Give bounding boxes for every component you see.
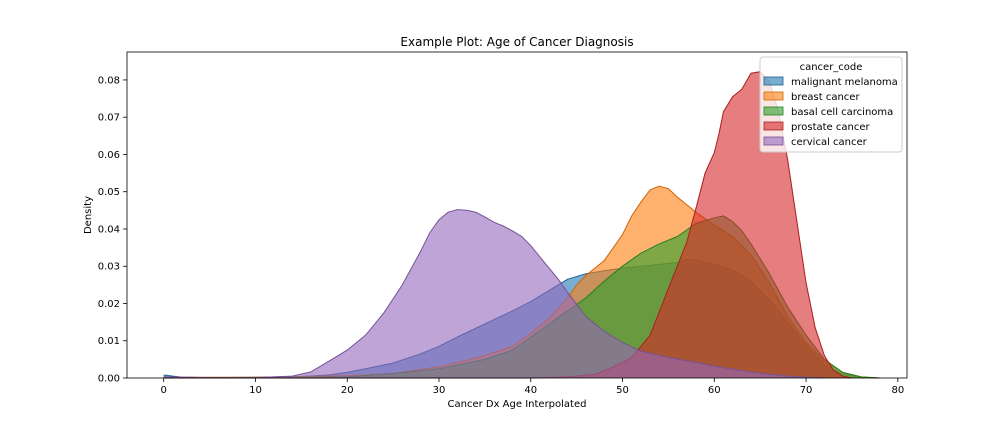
x-tick-label: 40 xyxy=(524,385,537,396)
density-area-5 xyxy=(163,209,825,378)
legend-swatch xyxy=(763,121,784,131)
y-tick-label: 0.06 xyxy=(98,150,120,161)
y-tick-label: 0.07 xyxy=(98,113,120,124)
density-line-5 xyxy=(163,209,825,379)
y-tick-label: 0.03 xyxy=(98,262,120,273)
x-tick-label: 10 xyxy=(249,385,262,396)
legend-title: cancer_code xyxy=(800,62,863,73)
x-tick-label: 30 xyxy=(433,385,446,396)
legend-label: cervical cancer xyxy=(791,137,868,148)
x-tick-label: 20 xyxy=(341,385,354,396)
x-tick-label: 60 xyxy=(708,385,721,396)
legend-label: basal cell carcinoma xyxy=(791,107,893,118)
legend-swatch xyxy=(763,106,784,116)
y-tick-label: 0.04 xyxy=(98,224,120,235)
chart-title: Example Plot: Age of Cancer Diagnosis xyxy=(400,35,633,49)
y-tick-label: 0.01 xyxy=(98,336,120,347)
y-tick-label: 0.00 xyxy=(98,374,120,385)
y-tick-label: 0.02 xyxy=(98,299,120,310)
legend-label: breast cancer xyxy=(791,92,860,103)
y-tick-label: 0.08 xyxy=(98,75,120,86)
x-axis-label: Cancer Dx Age Interpolated xyxy=(448,399,587,410)
x-tick-label: 80 xyxy=(891,385,904,396)
density-area-4 xyxy=(163,71,852,378)
y-tick-label: 0.05 xyxy=(98,187,120,198)
legend: cancer_code malignant melanoma breast canc… xyxy=(759,56,903,153)
y-axis-label: Density xyxy=(83,196,94,234)
x-tick-label: 0 xyxy=(161,385,167,396)
legend-box xyxy=(759,56,903,153)
legend-swatch xyxy=(763,76,784,86)
x-tick-label: 70 xyxy=(800,385,813,396)
legend-label: prostate cancer xyxy=(791,122,870,133)
legend-swatch xyxy=(763,136,784,146)
x-tick-label: 50 xyxy=(616,385,629,396)
legend-label: malignant melanoma xyxy=(791,77,898,88)
legend-swatch xyxy=(763,91,784,101)
density-areas xyxy=(163,71,880,379)
axes: 0 10 20 30 40 50 60 70 80 0.00 0.01 0.02 0.03 0.04 0.0… xyxy=(98,51,908,396)
plot-frame xyxy=(126,51,908,379)
